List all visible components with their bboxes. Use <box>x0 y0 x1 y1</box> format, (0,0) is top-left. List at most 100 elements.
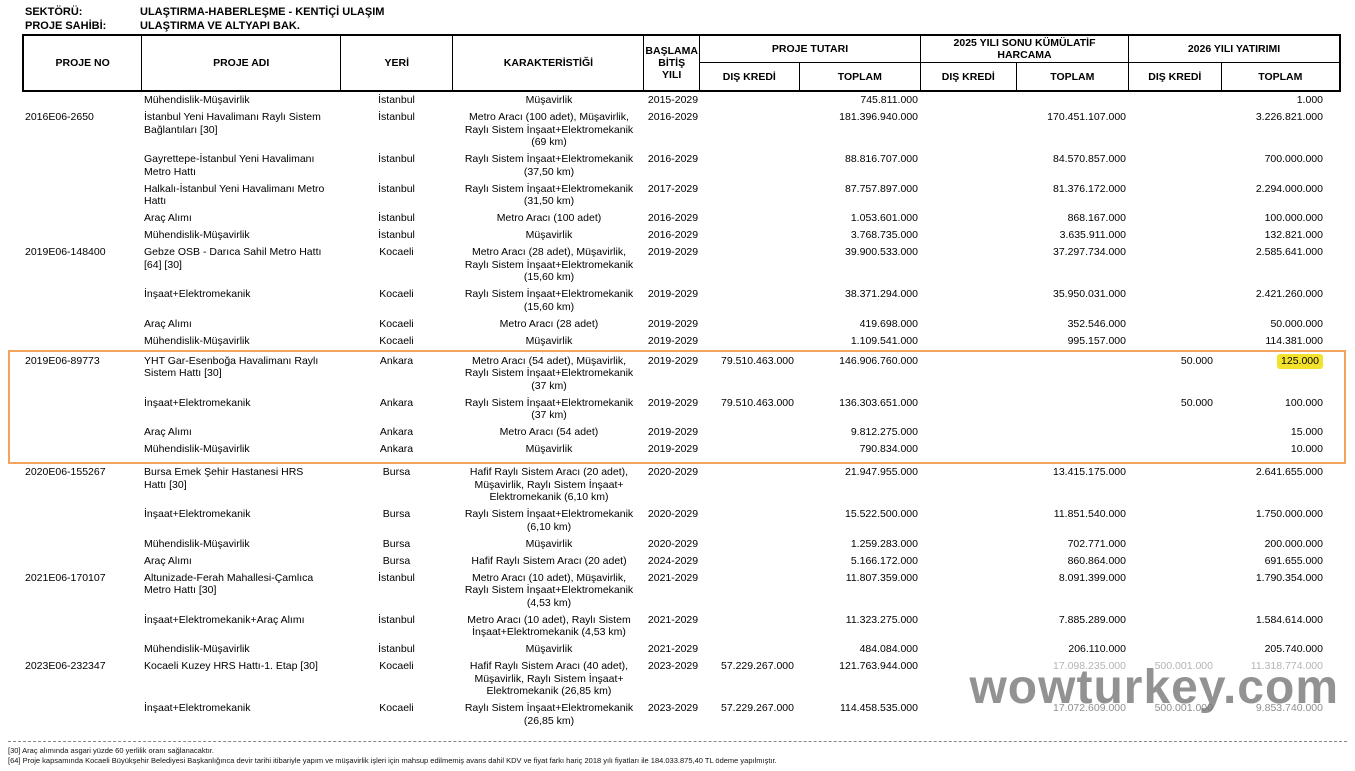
cell-yeri: Kocaeli <box>379 317 414 330</box>
cell-proje-no <box>22 643 140 656</box>
table-row: İnşaat+Elektromekanik+Araç Alımı İstanbu… <box>22 612 1341 642</box>
cell-yatirim-toplam: 700.000.000 <box>1264 153 1323 165</box>
cell-yatirim-dis-kredi: 500.001.000 <box>1154 660 1213 672</box>
cell-yatirim-dis-kredi <box>1130 643 1222 656</box>
cell-yil: 2019-2029 <box>647 426 699 438</box>
cell-proje-tutari-toplam: 5.166.172.000 <box>850 554 918 567</box>
cell-harcama-dis-kredi <box>922 94 1017 107</box>
header-2025-kumulatif-harcama: 2025 YILI SONU KÜMÜLATİF HARCAMA <box>921 36 1129 63</box>
cell-yatirim-toplam: 2.421.260.000 <box>1255 288 1323 300</box>
table-row: İnşaat+Elektromekanik Ankara Raylı Siste… <box>22 395 1341 425</box>
table-row: 2019E06-148400 Gebze OSB - Darıca Sahil … <box>22 244 1341 286</box>
owner-value: ULAŞTIRMA VE ALTYAPI BAK. <box>140 20 300 32</box>
cell-harcama-dis-kredi <box>922 183 1017 208</box>
cell-yatirim-toplam: 2.585.641.000 <box>1255 246 1323 258</box>
header-dis-kredi-3: DIŞ KREDİ <box>1148 70 1202 83</box>
rows-before-highlight: Mühendislik-Müşavirlik İstanbul Müşavirl… <box>22 92 1341 350</box>
cell-karakteristik: Metro Aracı (28 adet), Müşavirlik, Raylı… <box>464 246 634 283</box>
rows-after-highlight: 2020E06-155267 Bursa Emek Şehir Hastanes… <box>22 464 1341 730</box>
cell-harcama-dis-kredi <box>922 466 1017 504</box>
cell-yeri: Kocaeli <box>379 660 414 672</box>
footnote-30: [30] Araç alımında asgari yüzde 60 yerli… <box>8 746 214 755</box>
cell-karakteristik: Müşavirlik <box>525 537 573 550</box>
owner-label: PROJE SAHİBİ: <box>25 20 107 32</box>
cell-proje-tutari-toplam: 3.768.735.000 <box>850 229 918 241</box>
cell-proje-adi: İnşaat+Elektromekanik <box>144 702 251 714</box>
table-row: 2021E06-170107 Altunizade-Ferah Mahalles… <box>22 570 1341 612</box>
cell-proje-adi: Mühendislik-Müşavirlik <box>144 94 250 106</box>
cell-harcama-toplam: 84.570.857.000 <box>1053 153 1126 165</box>
cell-proje-adi: İnşaat+Elektromekanik <box>144 396 251 409</box>
cell-yeri: Kocaeli <box>379 702 414 714</box>
cell-yatirim-toplam: 114.381.000 <box>1265 334 1323 347</box>
cell-karakteristik: Hafif Raylı Sistem Aracı (20 adet) <box>471 554 627 567</box>
cell-proje-adi: Mühendislik-Müşavirlik <box>144 334 250 347</box>
table-row: 2016E06-2650 İstanbul Yeni Havalimanı Ra… <box>22 109 1341 151</box>
document-meta: SEKTÖRÜ: ULAŞTIRMA-HABERLEŞME - KENTİÇİ … <box>25 5 384 33</box>
cell-yatirim-dis-kredi <box>1130 212 1222 225</box>
cell-proje-tutari-toplam: 38.371.294.000 <box>845 288 918 300</box>
cell-proje-no <box>22 318 140 331</box>
cell-harcama-dis-kredi <box>922 443 1017 456</box>
cell-harcama-dis-kredi <box>922 288 1017 313</box>
cell-harcama-toplam: 13.415.175.000 <box>1053 466 1126 478</box>
cell-yeri: Bursa <box>382 537 411 550</box>
cell-yil: 2016-2029 <box>647 229 699 241</box>
cell-proje-tutari-dis-kredi: 79.510.463.000 <box>721 396 794 409</box>
cell-harcama-dis-kredi <box>922 572 1017 610</box>
cell-yeri: Bursa <box>382 466 411 478</box>
footnotes: [30] Araç alımında asgari yüzde 60 yerli… <box>8 746 1347 765</box>
cell-proje-no <box>22 153 140 178</box>
cell-proje-tutari-toplam: 88.816.707.000 <box>845 153 918 165</box>
cell-proje-tutari-toplam: 87.757.897.000 <box>845 182 918 195</box>
cell-harcama-toplam: 11.851.540.000 <box>1053 508 1126 520</box>
watermark: wowturkey.com <box>969 661 1339 714</box>
cell-proje-no <box>22 183 140 208</box>
cell-harcama-toplam: 35.950.031.000 <box>1053 288 1126 300</box>
cell-proje-adi: İnşaat+Elektromekanik+Araç Alımı <box>144 613 305 626</box>
cell-proje-no: 2019E06-148400 <box>25 246 106 258</box>
table-row: Mühendislik-Müşavirlik Ankara Müşavirlik… <box>22 441 1341 458</box>
cell-proje-tutari-dis-kredi: 79.510.463.000 <box>721 354 794 367</box>
cell-karakteristik: Raylı Sistem İnşaat+Elektromekanik (31,5… <box>464 182 634 208</box>
cell-proje-adi: Halkalı-İstanbul Yeni Havalimanı Metro H… <box>144 182 325 208</box>
cell-yatirim-dis-kredi <box>1130 153 1222 178</box>
cell-harcama-dis-kredi <box>922 111 1017 149</box>
cell-harcama-dis-kredi <box>922 318 1017 331</box>
cell-proje-tutari-toplam: 1.053.601.000 <box>850 212 918 224</box>
cell-yatirim-toplam: 125.000 <box>1222 353 1341 393</box>
cell-proje-tutari-dis-kredi <box>701 246 800 284</box>
header-karakteristik: KARAKTERİSTİĞİ <box>452 36 643 90</box>
cell-harcama-toplam: 37.297.734.000 <box>1053 246 1126 258</box>
table-row: Mühendislik-Müşavirlik Kocaeli Müşavirli… <box>22 333 1341 350</box>
cell-yil: 2016-2029 <box>647 111 699 123</box>
table-header: PROJE NO PROJE ADI YERİ KARAKTERİSTİĞİ B… <box>22 34 1341 92</box>
cell-yeri: Kocaeli <box>379 288 414 300</box>
cell-proje-tutari-toplam: 39.900.533.000 <box>845 246 918 258</box>
cell-proje-tutari-toplam: 1.109.541.000 <box>850 334 918 347</box>
cell-proje-adi: YHT Gar-Esenboğa Havalimanı Raylı Sistem… <box>144 354 319 380</box>
cell-proje-tutari-dis-kredi: 57.229.267.000 <box>721 660 794 672</box>
cell-yatirim-toplam: 1.584.614.000 <box>1255 613 1323 626</box>
cell-yeri: İstanbul <box>378 111 415 123</box>
cell-harcama-dis-kredi <box>922 335 1017 348</box>
cell-proje-adi: Kocaeli Kuzey HRS Hattı-1. Etap [30] <box>144 660 318 672</box>
cell-proje-tutari-toplam: 11.807.359.000 <box>845 571 918 584</box>
header-proje-no: PROJE NO <box>55 57 110 69</box>
sector-value: ULAŞTIRMA-HABERLEŞME - KENTİÇİ ULAŞIM <box>140 6 385 18</box>
cell-harcama-toplam: 3.635.911.000 <box>1059 229 1126 241</box>
cell-proje-tutari-toplam: 11.323.275.000 <box>845 613 918 626</box>
cell-yil: 2017-2029 <box>647 182 699 195</box>
projects-table: PROJE NO PROJE ADI YERİ KARAKTERİSTİĞİ B… <box>8 34 1346 730</box>
cell-proje-tutari-toplam: 21.947.955.000 <box>845 466 918 478</box>
cell-harcama-dis-kredi <box>922 643 1017 656</box>
cell-harcama-toplam <box>1017 443 1130 456</box>
cell-harcama-dis-kredi <box>922 555 1017 568</box>
cell-yil: 2020-2029 <box>647 537 699 550</box>
cell-proje-tutari-toplam: 121.763.944.000 <box>839 660 918 672</box>
cell-yeri: Ankara <box>379 396 414 409</box>
cell-yil: 2019-2029 <box>647 334 699 347</box>
table-row: 2020E06-155267 Bursa Emek Şehir Hastanes… <box>22 464 1341 506</box>
cell-proje-no <box>22 212 140 225</box>
cell-yil: 2020-2029 <box>647 508 699 520</box>
